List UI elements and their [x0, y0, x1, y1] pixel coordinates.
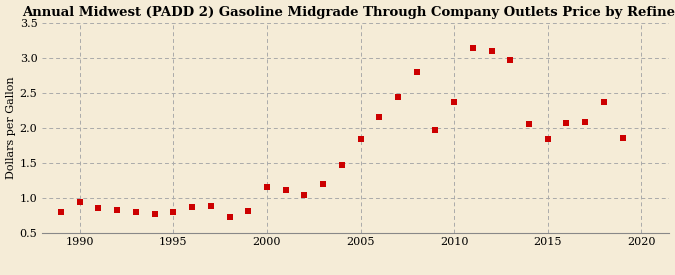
- Y-axis label: Dollars per Gallon: Dollars per Gallon: [5, 76, 16, 179]
- Title: Annual Midwest (PADD 2) Gasoline Midgrade Through Company Outlets Price by Refin: Annual Midwest (PADD 2) Gasoline Midgrad…: [22, 6, 675, 18]
